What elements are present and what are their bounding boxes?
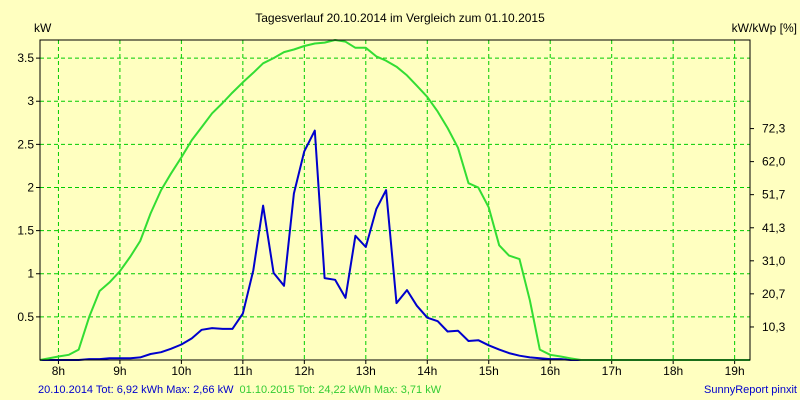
grid-lines (36, 40, 754, 364)
x-tick-label: 8h (52, 364, 65, 378)
y-right-tick-label: 62,0 (762, 155, 786, 169)
footer-legend: 20.10.2014 Tot: 6,92 kWh Max: 2,66 kW 01… (38, 384, 442, 396)
y-right-tick-label: 41,3 (762, 221, 786, 235)
y-left-tick-label: 2 (27, 180, 34, 194)
x-tick-label: 12h (294, 364, 314, 378)
y-right-tick-label: 51,7 (762, 188, 786, 202)
chart-title: Tagesverlauf 20.10.2014 im Vergleich zum… (255, 11, 545, 25)
y-left-tick-label: 1.5 (17, 224, 34, 238)
x-tick-label: 9h (113, 364, 126, 378)
x-tick-label: 18h (663, 364, 683, 378)
y-left-tick-label: 1 (27, 267, 34, 281)
y-axis-left-label: kW (34, 21, 52, 35)
y-right-tick-label: 72,3 (762, 122, 786, 136)
x-tick-label: 16h (540, 364, 560, 378)
tick-labels: 8h 9h 10h 11h 12h 13h 14h 15h 16h 17h 18h 19h 0.5 1 1.… (17, 51, 785, 378)
plot-frame (39, 39, 751, 361)
series-layer (39, 39, 750, 361)
y-left-tick-label: 3.5 (17, 51, 34, 65)
y-left-tick-label: 0.5 (17, 310, 34, 324)
series-line-s2015 (39, 39, 750, 361)
footer-brand: SunnyReport pinxit (704, 384, 797, 396)
legend-2015: 01.10.2015 Tot: 24,22 kWh Max: 3,71 kW (240, 384, 442, 396)
x-tick-label: 17h (602, 364, 622, 378)
x-tick-label: 13h (356, 364, 376, 378)
y-right-tick-label: 20,7 (762, 287, 786, 301)
x-tick-label: 19h (725, 364, 745, 378)
y-left-tick-label: 2.5 (17, 137, 34, 151)
x-tick-label: 15h (479, 364, 499, 378)
y-left-tick-label: 3 (27, 94, 34, 108)
y-right-tick-label: 10,3 (762, 320, 786, 334)
y-right-tick-label: 31,0 (762, 254, 786, 268)
legend-2014: 20.10.2014 Tot: 6,92 kWh Max: 2,66 kW (38, 384, 234, 396)
y-axis-right-label: kW/kWp [%] (732, 21, 797, 35)
x-tick-label: 10h (171, 364, 191, 378)
x-tick-label: 14h (417, 364, 437, 378)
x-tick-label: 11h (233, 364, 252, 378)
series-line-s2014 (40, 129, 674, 361)
